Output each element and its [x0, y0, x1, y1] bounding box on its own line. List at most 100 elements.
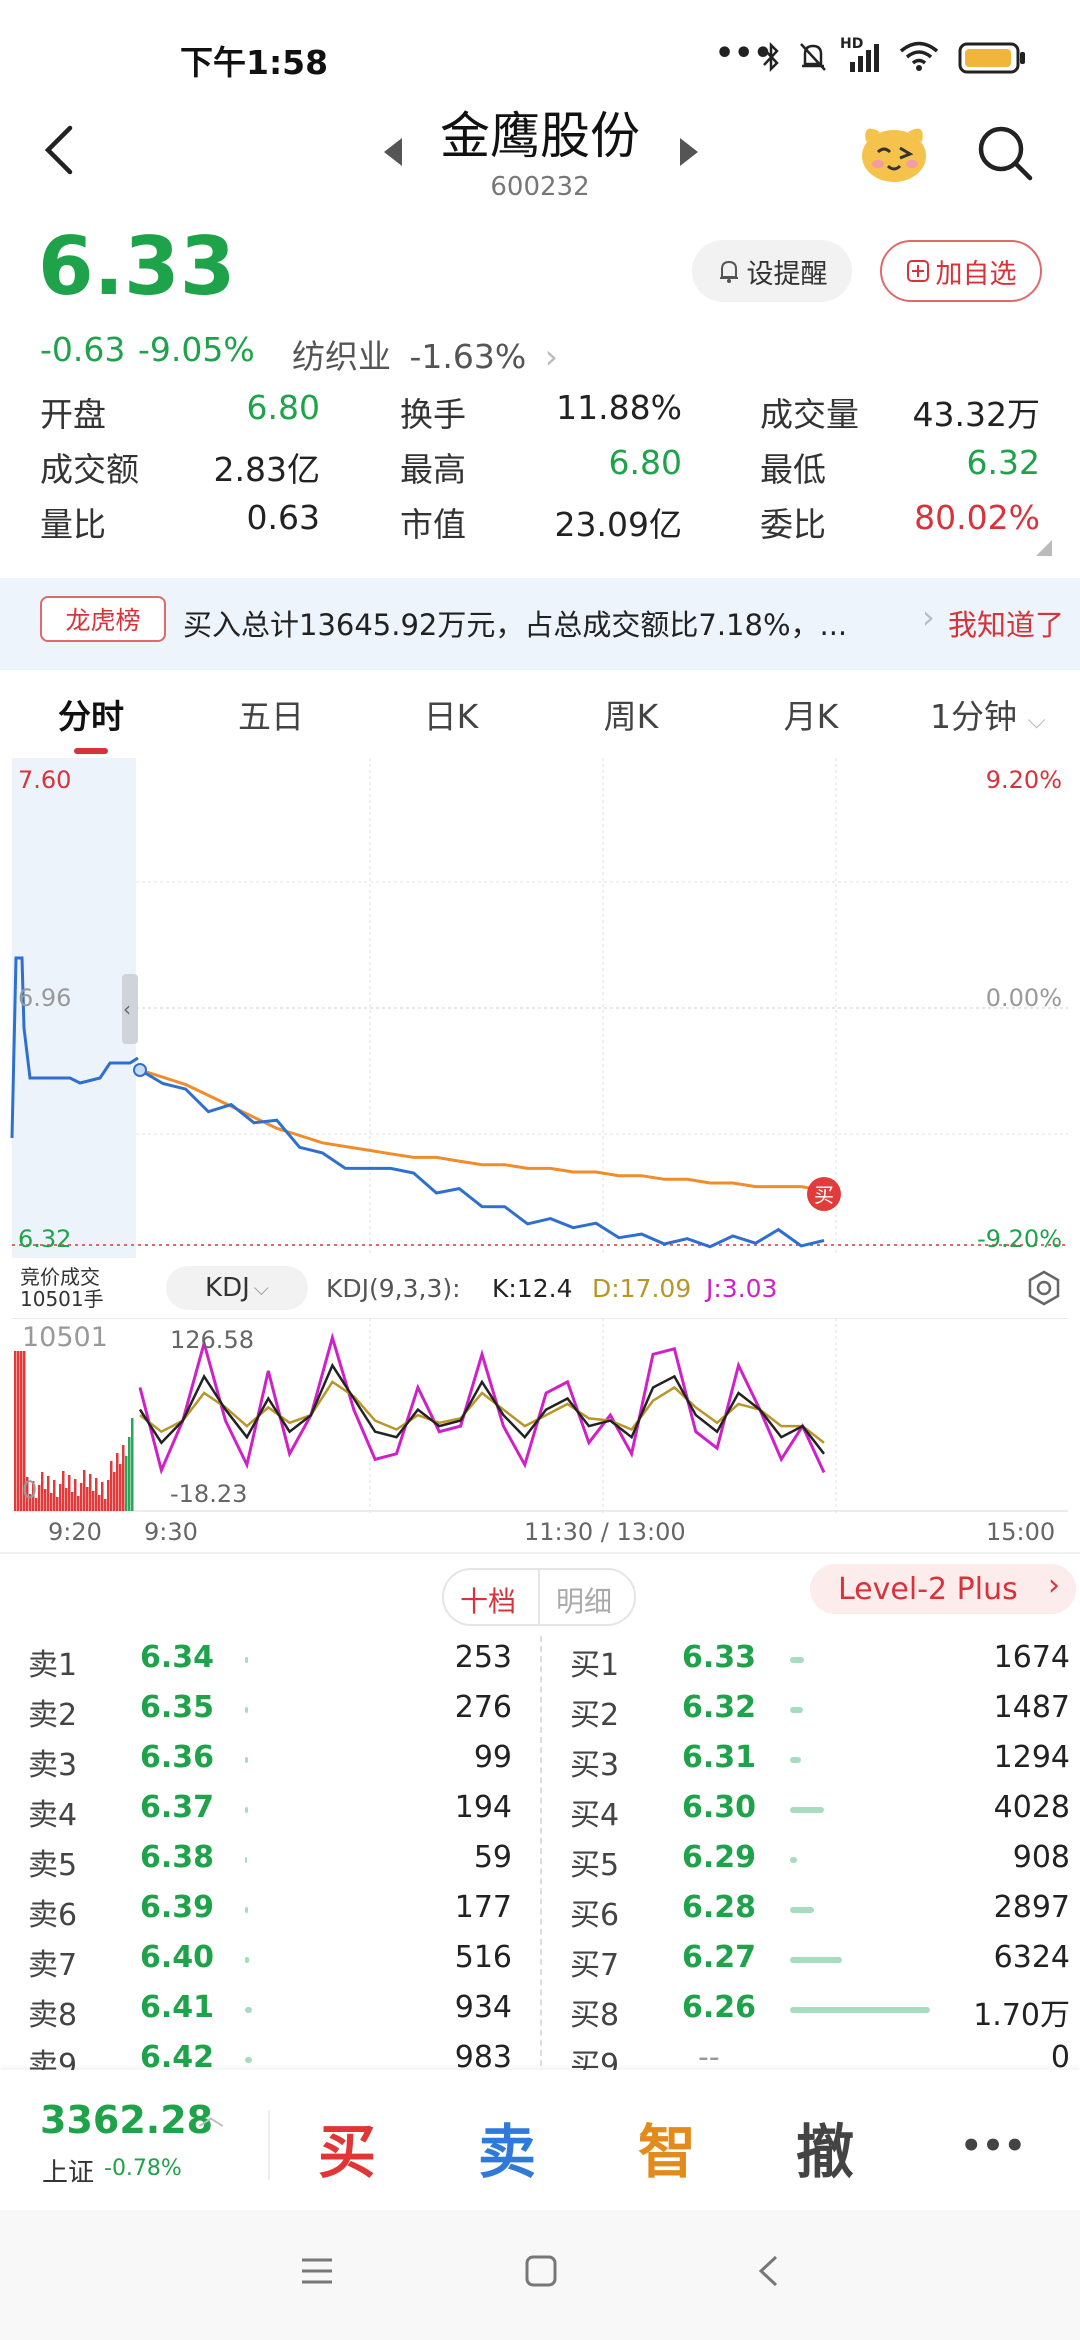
collapse-auction-handle[interactable] — [122, 974, 138, 1044]
ask-volume-bar — [245, 1757, 248, 1763]
ask-volume-bar — [245, 1957, 250, 1963]
kdj-axis-min: -18.23 — [170, 1480, 248, 1508]
turnover-value: 11.88% — [556, 388, 682, 427]
bid-level-label: 买6 — [570, 1898, 620, 1933]
price-change: -0.63 — [40, 330, 126, 369]
ask-level-price[interactable]: 6.39 — [140, 1890, 215, 1925]
bid-level-price[interactable]: 6.32 — [682, 1690, 757, 1725]
indicator-selector[interactable]: KDJ ⌵ — [166, 1266, 308, 1310]
ask-level-price[interactable]: 6.42 — [140, 2040, 215, 2075]
home-nav-icon[interactable] — [524, 2254, 558, 2288]
bluetooth-icon — [763, 41, 779, 73]
set-alert-button[interactable]: 设提醒 — [692, 240, 852, 302]
auction-bar — [110, 1461, 113, 1511]
auction-bar — [128, 1437, 131, 1511]
buy-marker[interactable] — [807, 1177, 841, 1211]
auction-bar — [113, 1472, 116, 1511]
bid-level-price[interactable]: 6.29 — [682, 1840, 757, 1875]
ask-level-price[interactable]: 6.38 — [140, 1840, 215, 1875]
cancel-button[interactable]: 撤 — [795, 2118, 854, 2186]
mascot-icon[interactable] — [858, 116, 930, 186]
vol-ratio-value: 0.63 — [246, 498, 320, 537]
ask-level-price[interactable]: 6.34 — [140, 1640, 215, 1675]
bid-volume-bar — [790, 1657, 804, 1663]
ask-level-volume: 59 — [473, 1840, 512, 1875]
tab-five-day[interactable]: 五日 — [238, 697, 304, 736]
search-icon[interactable] — [976, 124, 1034, 182]
kdj-axis-max: 126.58 — [170, 1326, 254, 1354]
add-watchlist-button[interactable]: 加自选 — [880, 240, 1042, 302]
price-axis-mid: 6.96 — [18, 984, 72, 1012]
mkt-cap-label: 市值 — [400, 505, 466, 544]
banner-chevron-icon: › — [922, 598, 935, 636]
bid-volume-bar — [790, 1757, 802, 1763]
auction-bar — [26, 1477, 29, 1511]
price-change-pct: -9.05% — [138, 330, 255, 369]
bid-level-price[interactable]: -- — [698, 2040, 720, 2075]
tab-monthly-k[interactable]: 月K — [783, 697, 839, 736]
index-name: 上证 — [42, 2158, 95, 2188]
kdj-chart[interactable] — [0, 1318, 1080, 1513]
tab-ten-levels[interactable]: 十档 — [460, 1585, 517, 1618]
next-stock-icon[interactable] — [676, 136, 700, 168]
bid-level-volume: 908 — [1012, 1840, 1070, 1875]
level2-badge[interactable] — [810, 1564, 1076, 1614]
auction-bar — [107, 1480, 110, 1511]
bid-level-price[interactable]: 6.30 — [682, 1790, 757, 1825]
auction-bar — [29, 1494, 32, 1511]
bid-level-label: 买8 — [570, 1998, 620, 2033]
ask-level-price[interactable]: 6.36 — [140, 1740, 215, 1775]
bid-level-volume: 4028 — [993, 1790, 1070, 1825]
smart-button[interactable]: 智 — [637, 2118, 696, 2186]
bid-level-price[interactable]: 6.28 — [682, 1890, 757, 1925]
ask-level-volume: 253 — [454, 1640, 512, 1675]
sector-link[interactable]: 纺织业 -1.63% › — [292, 330, 558, 378]
prev-stock-icon[interactable] — [382, 136, 406, 168]
dragon-tiger-banner[interactable] — [0, 578, 1080, 670]
settings-icon[interactable] — [1026, 1270, 1062, 1306]
bid-level-price[interactable]: 6.31 — [682, 1740, 757, 1775]
auction-bar — [71, 1492, 74, 1511]
auction-bar — [98, 1495, 101, 1511]
intraday-price-chart[interactable]: ‹ 买 — [0, 758, 1080, 1258]
back-icon[interactable] — [40, 122, 80, 178]
open-value: 6.80 — [246, 388, 320, 427]
sell-button[interactable]: 卖 — [477, 2118, 536, 2186]
low-value: 6.32 — [966, 443, 1040, 482]
ask-level-label: 卖3 — [28, 1748, 78, 1783]
bid-level-price[interactable]: 6.27 — [682, 1940, 757, 1975]
expand-corner-icon[interactable] — [1036, 540, 1052, 556]
price-grid — [136, 758, 1068, 1253]
tab-daily-k[interactable]: 日K — [423, 697, 479, 736]
bid-volume-bar — [790, 1707, 803, 1713]
tab-intraday[interactable]: 分时 — [58, 697, 124, 736]
ask-level-price[interactable]: 6.40 — [140, 1940, 215, 1975]
ask-level-label: 卖5 — [28, 1848, 78, 1883]
tab-details[interactable]: 明细 — [556, 1585, 613, 1618]
index-expand-icon[interactable]: ︿ — [198, 2102, 225, 2132]
banner-dismiss[interactable]: 我知道了 — [948, 608, 1065, 642]
mute-bell-icon — [800, 43, 826, 71]
add-watchlist-label: 加自选 — [935, 258, 1017, 290]
ask-level-price[interactable]: 6.35 — [140, 1690, 215, 1725]
ask-volume-bar — [245, 1857, 247, 1863]
auction-bar — [77, 1496, 80, 1511]
auction-bar — [131, 1418, 134, 1511]
menu-nav-icon[interactable] — [300, 2256, 334, 2286]
more-button[interactable]: ••• — [960, 2126, 1026, 2166]
ask-level-volume: 983 — [454, 2040, 512, 2075]
back-nav-icon[interactable] — [756, 2254, 780, 2288]
price-axis-low: 6.32 — [18, 1225, 72, 1253]
mkt-cap-value: 23.09亿 — [554, 505, 682, 544]
ask-level-price[interactable]: 6.41 — [140, 1990, 215, 2025]
auction-bar — [23, 1351, 26, 1511]
bid-volume-bar — [790, 1957, 842, 1963]
tab-weekly-k[interactable]: 周K — [603, 697, 659, 736]
buy-button[interactable]: 买 — [317, 2118, 376, 2186]
bid-level-volume: 6324 — [993, 1940, 1070, 1975]
index-value[interactable]: 3362.28 — [40, 2098, 214, 2142]
bid-level-price[interactable]: 6.26 — [682, 1990, 757, 2025]
bid-level-price[interactable]: 6.33 — [682, 1640, 757, 1675]
ask-level-price[interactable]: 6.37 — [140, 1790, 215, 1825]
tab-one-minute[interactable]: 1分钟 ⌵ — [930, 690, 1070, 738]
